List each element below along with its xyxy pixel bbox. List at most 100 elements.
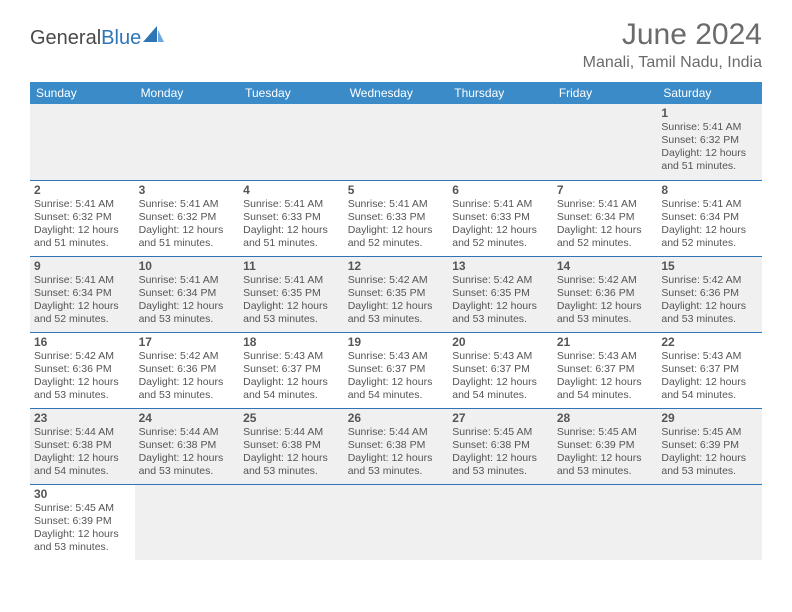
sunrise-line: Sunrise: 5:43 AM — [661, 350, 758, 363]
daylight-line: Daylight: 12 hours and 54 minutes. — [661, 376, 758, 402]
day-number: 6 — [452, 183, 549, 197]
sunrise-line: Sunrise: 5:43 AM — [348, 350, 445, 363]
sail-icon — [143, 26, 165, 50]
sunrise-line: Sunrise: 5:43 AM — [557, 350, 654, 363]
location: Manali, Tamil Nadu, India — [583, 54, 762, 72]
day-cell: 22Sunrise: 5:43 AMSunset: 6:37 PMDayligh… — [657, 332, 762, 408]
daylight-line: Daylight: 12 hours and 53 minutes. — [452, 452, 549, 478]
sunrise-line: Sunrise: 5:41 AM — [661, 198, 758, 211]
daylight-line: Daylight: 12 hours and 53 minutes. — [661, 452, 758, 478]
day-number: 3 — [139, 183, 236, 197]
header: GeneralBlue June 2024 Manali, Tamil Nadu… — [30, 18, 762, 72]
day-number: 15 — [661, 259, 758, 273]
daylight-line: Daylight: 12 hours and 53 minutes. — [661, 300, 758, 326]
sunrise-line: Sunrise: 5:41 AM — [348, 198, 445, 211]
sunrise-line: Sunrise: 5:42 AM — [348, 274, 445, 287]
sunset-line: Sunset: 6:33 PM — [243, 211, 340, 224]
sunrise-line: Sunrise: 5:41 AM — [139, 274, 236, 287]
calendar-row: 2Sunrise: 5:41 AMSunset: 6:32 PMDaylight… — [30, 180, 762, 256]
day-cell: 30Sunrise: 5:45 AMSunset: 6:39 PMDayligh… — [30, 484, 135, 560]
empty-cell — [344, 104, 449, 180]
daylight-line: Daylight: 12 hours and 53 minutes. — [243, 452, 340, 478]
day-number: 19 — [348, 335, 445, 349]
sunrise-line: Sunrise: 5:41 AM — [243, 198, 340, 211]
sunset-line: Sunset: 6:36 PM — [557, 287, 654, 300]
day-cell: 12Sunrise: 5:42 AMSunset: 6:35 PMDayligh… — [344, 256, 449, 332]
sunset-line: Sunset: 6:37 PM — [452, 363, 549, 376]
daylight-line: Daylight: 12 hours and 53 minutes. — [452, 300, 549, 326]
day-cell: 3Sunrise: 5:41 AMSunset: 6:32 PMDaylight… — [135, 180, 240, 256]
day-cell: 11Sunrise: 5:41 AMSunset: 6:35 PMDayligh… — [239, 256, 344, 332]
daylight-line: Daylight: 12 hours and 53 minutes. — [139, 300, 236, 326]
day-cell: 16Sunrise: 5:42 AMSunset: 6:36 PMDayligh… — [30, 332, 135, 408]
sunset-line: Sunset: 6:32 PM — [661, 134, 758, 147]
sunset-line: Sunset: 6:34 PM — [557, 211, 654, 224]
empty-cell — [239, 104, 344, 180]
empty-cell — [553, 484, 658, 560]
sunset-line: Sunset: 6:37 PM — [348, 363, 445, 376]
day-number: 17 — [139, 335, 236, 349]
sunrise-line: Sunrise: 5:41 AM — [452, 198, 549, 211]
day-number: 28 — [557, 411, 654, 425]
sunset-line: Sunset: 6:32 PM — [34, 211, 131, 224]
daylight-line: Daylight: 12 hours and 52 minutes. — [557, 224, 654, 250]
sunrise-line: Sunrise: 5:45 AM — [452, 426, 549, 439]
month-title: June 2024 — [583, 18, 762, 52]
day-cell: 9Sunrise: 5:41 AMSunset: 6:34 PMDaylight… — [30, 256, 135, 332]
daylight-line: Daylight: 12 hours and 53 minutes. — [348, 300, 445, 326]
daylight-line: Daylight: 12 hours and 54 minutes. — [452, 376, 549, 402]
title-block: June 2024 Manali, Tamil Nadu, India — [583, 18, 762, 72]
sunset-line: Sunset: 6:38 PM — [34, 439, 131, 452]
day-cell: 29Sunrise: 5:45 AMSunset: 6:39 PMDayligh… — [657, 408, 762, 484]
day-cell: 20Sunrise: 5:43 AMSunset: 6:37 PMDayligh… — [448, 332, 553, 408]
sunset-line: Sunset: 6:34 PM — [34, 287, 131, 300]
day-number: 18 — [243, 335, 340, 349]
calendar-row: 23Sunrise: 5:44 AMSunset: 6:38 PMDayligh… — [30, 408, 762, 484]
daylight-line: Daylight: 12 hours and 53 minutes. — [348, 452, 445, 478]
daylight-line: Daylight: 12 hours and 54 minutes. — [348, 376, 445, 402]
sunset-line: Sunset: 6:35 PM — [348, 287, 445, 300]
day-header-1: Monday — [135, 82, 240, 104]
sunset-line: Sunset: 6:38 PM — [243, 439, 340, 452]
sunrise-line: Sunrise: 5:41 AM — [243, 274, 340, 287]
day-number: 24 — [139, 411, 236, 425]
sunrise-line: Sunrise: 5:45 AM — [34, 502, 131, 515]
day-cell: 18Sunrise: 5:43 AMSunset: 6:37 PMDayligh… — [239, 332, 344, 408]
day-number: 25 — [243, 411, 340, 425]
daylight-line: Daylight: 12 hours and 51 minutes. — [661, 147, 758, 173]
sunset-line: Sunset: 6:38 PM — [348, 439, 445, 452]
day-cell: 26Sunrise: 5:44 AMSunset: 6:38 PMDayligh… — [344, 408, 449, 484]
day-cell: 5Sunrise: 5:41 AMSunset: 6:33 PMDaylight… — [344, 180, 449, 256]
empty-cell — [344, 484, 449, 560]
day-number: 27 — [452, 411, 549, 425]
day-cell: 6Sunrise: 5:41 AMSunset: 6:33 PMDaylight… — [448, 180, 553, 256]
sunset-line: Sunset: 6:36 PM — [139, 363, 236, 376]
day-header-6: Saturday — [657, 82, 762, 104]
calendar-row: 30Sunrise: 5:45 AMSunset: 6:39 PMDayligh… — [30, 484, 762, 560]
day-header-row: SundayMondayTuesdayWednesdayThursdayFrid… — [30, 82, 762, 104]
sunrise-line: Sunrise: 5:44 AM — [139, 426, 236, 439]
sunset-line: Sunset: 6:36 PM — [34, 363, 131, 376]
day-cell: 15Sunrise: 5:42 AMSunset: 6:36 PMDayligh… — [657, 256, 762, 332]
day-cell: 23Sunrise: 5:44 AMSunset: 6:38 PMDayligh… — [30, 408, 135, 484]
daylight-line: Daylight: 12 hours and 53 minutes. — [557, 452, 654, 478]
sunset-line: Sunset: 6:39 PM — [557, 439, 654, 452]
calendar-row: 16Sunrise: 5:42 AMSunset: 6:36 PMDayligh… — [30, 332, 762, 408]
day-cell: 21Sunrise: 5:43 AMSunset: 6:37 PMDayligh… — [553, 332, 658, 408]
sunrise-line: Sunrise: 5:42 AM — [452, 274, 549, 287]
daylight-line: Daylight: 12 hours and 53 minutes. — [34, 376, 131, 402]
daylight-line: Daylight: 12 hours and 51 minutes. — [139, 224, 236, 250]
sunrise-line: Sunrise: 5:41 AM — [139, 198, 236, 211]
sunrise-line: Sunrise: 5:44 AM — [243, 426, 340, 439]
empty-cell — [135, 484, 240, 560]
day-number: 4 — [243, 183, 340, 197]
day-number: 5 — [348, 183, 445, 197]
sunset-line: Sunset: 6:32 PM — [139, 211, 236, 224]
sunrise-line: Sunrise: 5:44 AM — [348, 426, 445, 439]
empty-cell — [448, 104, 553, 180]
daylight-line: Daylight: 12 hours and 54 minutes. — [34, 452, 131, 478]
sunset-line: Sunset: 6:37 PM — [557, 363, 654, 376]
daylight-line: Daylight: 12 hours and 52 minutes. — [452, 224, 549, 250]
daylight-line: Daylight: 12 hours and 54 minutes. — [557, 376, 654, 402]
sunset-line: Sunset: 6:38 PM — [139, 439, 236, 452]
